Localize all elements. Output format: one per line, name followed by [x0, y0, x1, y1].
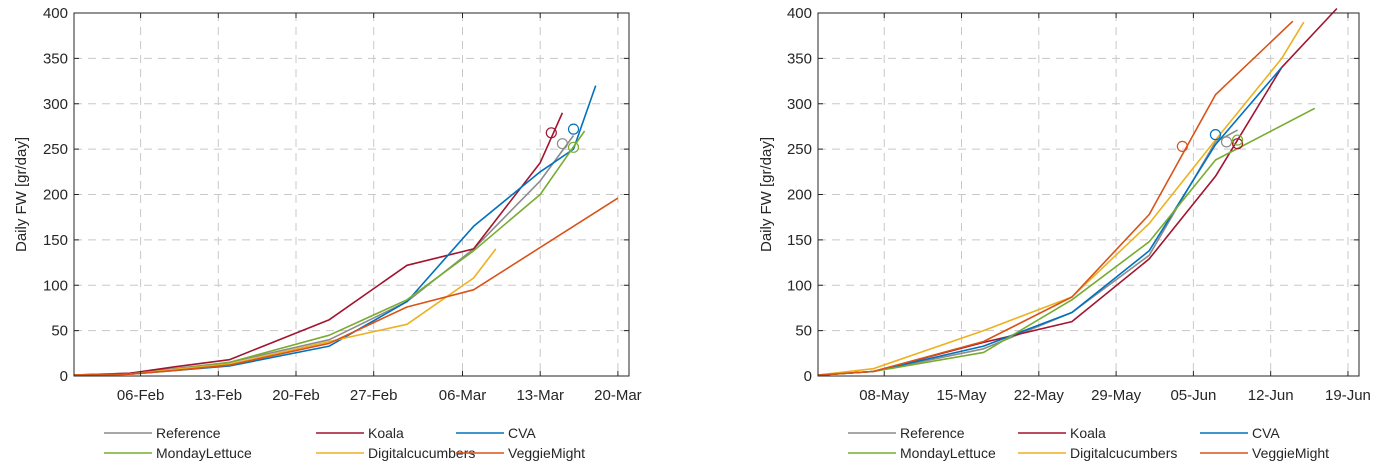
- ytick-label: 250: [43, 141, 68, 158]
- legend-label-veggiemight: VeggieMight: [508, 445, 585, 461]
- ytick-label: 150: [43, 232, 68, 249]
- ytick-label: 50: [795, 323, 812, 340]
- xtick-label: 06-Feb: [117, 387, 165, 404]
- ytick-label: 100: [787, 277, 812, 294]
- legend-label-reference: Reference: [900, 425, 965, 441]
- chart-panel-2: 0 50 100 150 200 250 300 350 400 08-May 15-May 22-M…: [758, 5, 1371, 461]
- xtick-label: 05-Jun: [1170, 387, 1216, 404]
- series-marker-cva: [1209, 129, 1222, 141]
- ytick-label: 400: [43, 5, 68, 22]
- ytick-label: 200: [787, 187, 812, 204]
- series-marker-reference: [1220, 136, 1233, 148]
- legend-label-cva: CVA: [508, 425, 536, 441]
- xtick-label: 20-Mar: [594, 387, 642, 404]
- axes-box: [73, 12, 630, 377]
- xtick-label: 22-May: [1014, 387, 1065, 404]
- series-marker-veggiemight: [1176, 140, 1188, 153]
- chart-panel-1: 0 50 100 150 200 250 300 350 400 06-Feb 13-Feb 20-F…: [13, 5, 642, 461]
- series-line-reference: [73, 135, 575, 376]
- series-marker-mondaylettuce: [1231, 134, 1244, 146]
- series-line-cva: [817, 66, 1283, 376]
- legend-label-reference: Reference: [156, 425, 221, 441]
- legend-label-cva: CVA: [1252, 425, 1280, 441]
- series-marker-mondaylettuce: [567, 141, 580, 153]
- xtick-label: 08-May: [859, 387, 910, 404]
- series-line-digitalcucumbers: [73, 248, 497, 376]
- legend-label-mondaylettuce: MondayLettuce: [156, 445, 252, 461]
- ytick-label: 0: [804, 368, 812, 385]
- series-line-veggiemight: [73, 197, 619, 376]
- y-axis-label: Daily FW [gr/day]: [13, 137, 30, 252]
- series-marker-koala: [545, 127, 557, 139]
- series-line-cva: [73, 85, 597, 376]
- ytick-label: 50: [51, 323, 68, 340]
- legend-label-digitalcucumbers: Digitalcucumbers: [368, 445, 475, 461]
- legend-label-koala: Koala: [368, 425, 404, 441]
- ytick-label: 300: [787, 96, 812, 113]
- xtick-label: 12-Jun: [1248, 387, 1294, 404]
- legend-label-mondaylettuce: MondayLettuce: [900, 445, 996, 461]
- series-line-mondaylettuce: [73, 130, 586, 376]
- ytick-label: 350: [787, 50, 812, 67]
- ytick-label: 200: [43, 187, 68, 204]
- legend: Reference Koala CVA MondayLettuce Digitalcuc…: [848, 425, 1329, 461]
- y-axis-label: Daily FW [gr/day]: [758, 137, 775, 252]
- series-line-koala: [73, 112, 564, 376]
- xtick-label: 13-Mar: [516, 387, 564, 404]
- ytick-label: 250: [787, 141, 812, 158]
- series-marker-koala: [1231, 138, 1244, 150]
- legend-label-veggiemight: VeggieMight: [1252, 445, 1329, 461]
- xtick-label: 13-Feb: [195, 387, 243, 404]
- xtick-label: 06-Mar: [439, 387, 487, 404]
- xtick-label: 15-May: [937, 387, 988, 404]
- ytick-label: 300: [43, 96, 68, 113]
- legend: Reference Koala CVA MondayLettuce Digitalcuc…: [104, 425, 585, 461]
- series-line-koala: [817, 7, 1338, 376]
- series-line-veggiemight: [817, 20, 1294, 376]
- series-line-digitalcucumbers: [817, 21, 1305, 376]
- xtick-label: 27-Feb: [350, 387, 398, 404]
- xtick-label: 29-May: [1091, 387, 1142, 404]
- legend-label-koala: Koala: [1070, 425, 1106, 441]
- ytick-label: 0: [60, 368, 68, 385]
- series-marker-reference: [556, 138, 569, 150]
- xtick-label: 19-Jun: [1325, 387, 1371, 404]
- ytick-label: 150: [787, 232, 812, 249]
- ytick-label: 100: [43, 277, 68, 294]
- ytick-label: 400: [787, 5, 812, 22]
- series-marker-cva: [567, 123, 580, 135]
- ytick-label: 350: [43, 50, 68, 67]
- xtick-label: 20-Feb: [272, 387, 320, 404]
- legend-label-digitalcucumbers: Digitalcucumbers: [1070, 445, 1177, 461]
